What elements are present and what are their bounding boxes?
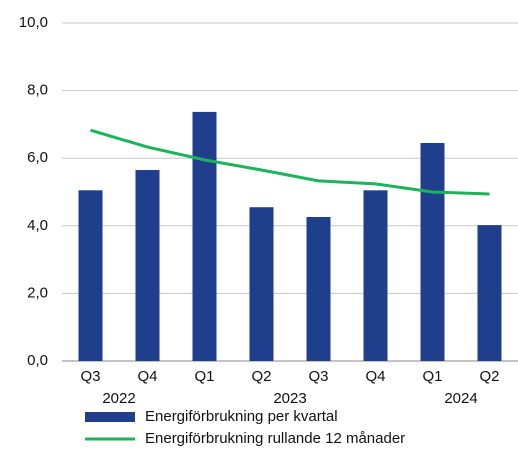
bar xyxy=(420,142,445,361)
x-tick-label: Q2 xyxy=(479,368,499,385)
y-tick-label: 6,0 xyxy=(27,149,48,166)
x-tick-label: Q1 xyxy=(422,368,442,385)
bar xyxy=(78,190,103,361)
y-tick-label: 8,0 xyxy=(27,82,48,99)
x-tick-label: Q3 xyxy=(308,368,328,385)
bar xyxy=(192,111,217,361)
year-label: 2024 xyxy=(444,390,477,407)
bar xyxy=(249,207,274,361)
legend-swatch xyxy=(85,412,135,422)
legend-label: Energiförbrukning rullande 12 månader xyxy=(145,430,405,447)
y-tick-label: 2,0 xyxy=(27,284,48,301)
bar xyxy=(363,190,388,361)
x-tick-label: Q1 xyxy=(194,368,214,385)
year-label: 2023 xyxy=(273,390,306,407)
legend-label: Energiförbrukning per kvartal xyxy=(145,408,338,425)
year-label: 2022 xyxy=(102,390,135,407)
y-tick-label: 0,0 xyxy=(27,352,48,369)
y-tick-label: 10,0 xyxy=(19,14,48,31)
bar xyxy=(306,217,331,361)
bar xyxy=(135,170,160,361)
x-tick-label: Q4 xyxy=(365,368,385,385)
x-tick-label: Q4 xyxy=(137,368,157,385)
x-tick-label: Q2 xyxy=(251,368,271,385)
bar xyxy=(477,225,502,361)
y-tick-label: 4,0 xyxy=(27,217,48,234)
x-tick-label: Q3 xyxy=(80,368,100,385)
line xyxy=(90,128,490,196)
